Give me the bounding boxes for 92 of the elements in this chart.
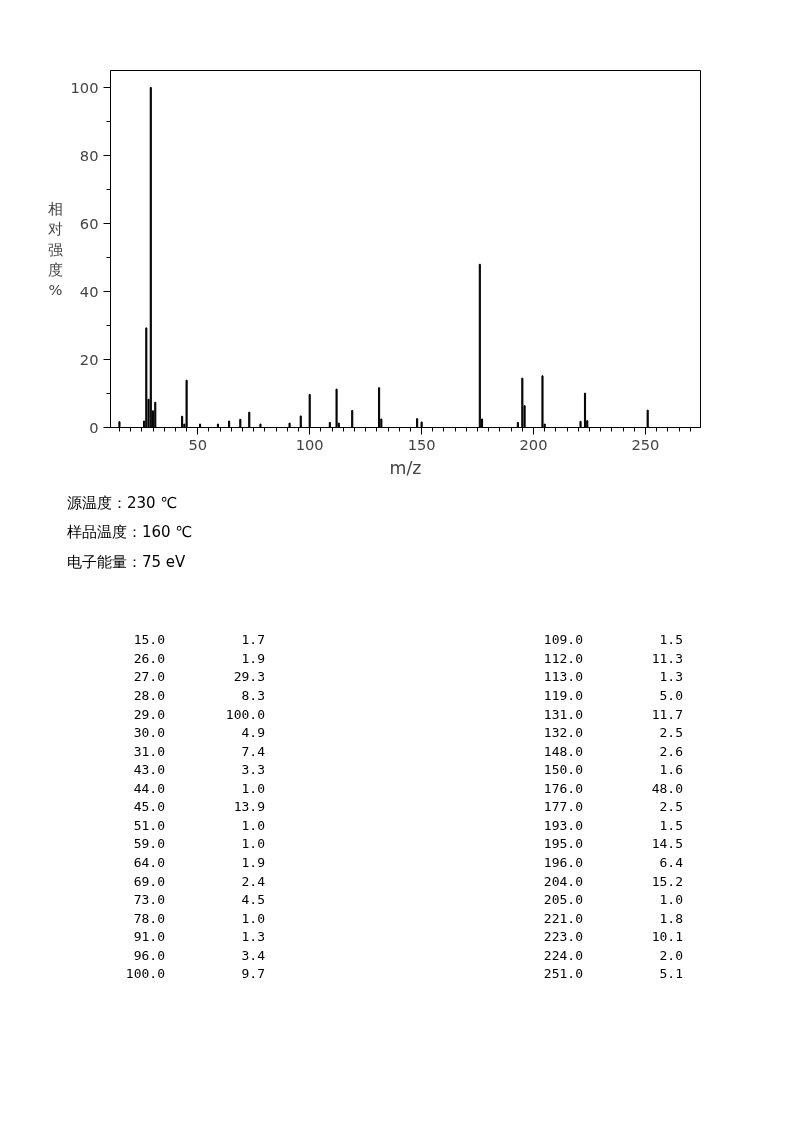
category-label: 43.0 [132, 761, 165, 780]
text: 13.9 [233, 799, 265, 815]
category-label: 29.0 [132, 705, 165, 724]
text: 1.3 [241, 929, 265, 945]
text: 9.7 [241, 966, 265, 982]
category-label: 131.0 [542, 705, 583, 724]
text: 5.1 [659, 966, 683, 982]
category-label: 96.0 [132, 946, 165, 965]
text: 3.3 [241, 762, 265, 778]
category-label: 91.0 [132, 928, 165, 947]
category-label: 113.0 [542, 668, 583, 687]
x-tick-label: 200 [519, 435, 548, 453]
category-label: 78.0 [132, 909, 165, 928]
category-label: 224.0 [542, 946, 583, 965]
category-label: 73.0 [132, 891, 165, 910]
text: 7.4 [241, 743, 265, 759]
text: 1.0 [241, 910, 265, 926]
text: 5.0 [659, 687, 683, 703]
text: 3.4 [241, 947, 265, 963]
text: 1.0 [241, 817, 265, 833]
category-label: 45.0 [132, 798, 165, 817]
x-tick-label: 100 [295, 435, 324, 453]
category-label: 26.0 [132, 649, 165, 668]
text: 4.9 [241, 725, 265, 741]
category-label: 196.0 [542, 854, 583, 872]
text: 2.0 [659, 947, 683, 963]
category-label: 223.0 [542, 928, 583, 947]
text: 11.3 [651, 650, 683, 666]
text: 1.0 [241, 780, 265, 796]
category-label: 150.0 [542, 761, 583, 780]
text: 电子能量：75 eV [67, 551, 187, 573]
category-label: 31.0 [132, 742, 165, 761]
y-tick-label: 40 [79, 282, 99, 300]
category-label: 195.0 [542, 835, 583, 854]
category-label: 15.0 [132, 631, 165, 650]
category-label: 30.0 [132, 724, 165, 743]
category-label: 251.0 [542, 965, 583, 984]
text: 1.7 [241, 632, 265, 648]
x-axis-title: m/z [389, 457, 422, 478]
category-label: 193.0 [542, 816, 583, 835]
y-axis-title: 相对强度% [47, 199, 63, 299]
text: 1.6 [659, 762, 683, 778]
text: 1.8 [659, 910, 683, 926]
text: 1.5 [659, 632, 683, 648]
y-tick-label: 60 [79, 214, 99, 232]
y-tick-label: 80 [79, 146, 99, 164]
text: 14.5 [651, 836, 683, 852]
text: 1.0 [241, 836, 265, 852]
category-label: 176.0 [542, 779, 583, 798]
category-label: 112.0 [542, 649, 583, 668]
text: 6.4 [659, 855, 683, 871]
text: 11.7 [651, 706, 683, 722]
text: 2.6 [659, 743, 683, 759]
text: 2.5 [659, 799, 683, 815]
text: 1.9 [241, 855, 265, 871]
text: 48.0 [651, 780, 683, 796]
y-tick-label: 20 [79, 350, 99, 368]
text: 1.3 [659, 669, 683, 685]
category-label: 221.0 [542, 909, 583, 928]
text: 1.9 [241, 650, 265, 666]
text: 2.5 [659, 725, 683, 741]
category-label: 148.0 [542, 742, 583, 761]
category-label: 69.0 [132, 872, 165, 891]
category-label: 119.0 [542, 686, 583, 705]
text: 4.5 [241, 892, 265, 908]
x-tick-label: 250 [631, 435, 660, 453]
text: 2.4 [241, 873, 265, 889]
text: 10.1 [651, 929, 683, 945]
category-label: 109.0 [542, 631, 583, 650]
text: 1.0 [659, 892, 683, 908]
category-label: 100.0 [224, 705, 265, 724]
category-label: 205.0 [542, 891, 583, 910]
text: 1.5 [659, 817, 683, 833]
text: 8.3 [241, 687, 265, 703]
category-label: 44.0 [132, 779, 165, 798]
category-label: 27.0 [132, 668, 165, 687]
category-label: 204.0 [542, 872, 583, 891]
category-label: 51.0 [132, 816, 165, 835]
category-label: 59.0 [132, 835, 165, 854]
category-label: 177.0 [542, 798, 583, 817]
category-label: 100.0 [125, 966, 165, 982]
text: 样品温度：160 ℃ [67, 522, 193, 544]
x-tick-label: 150 [407, 435, 436, 453]
x-tick-label: 50 [188, 435, 208, 453]
text: 15.2 [651, 873, 683, 889]
category-label: 132.0 [542, 724, 583, 743]
y-tick-label: 100 [70, 78, 99, 96]
text: 源温度：230 ℃ [67, 493, 179, 514]
category-label: 28.0 [132, 686, 165, 705]
y-tick-label: 0 [89, 418, 99, 436]
text: 29.3 [233, 669, 265, 685]
category-label: 64.0 [132, 854, 165, 872]
